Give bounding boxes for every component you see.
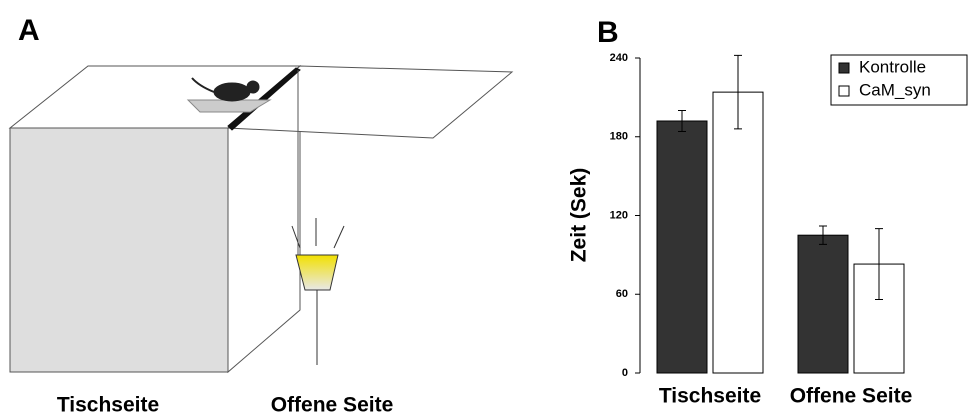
- panel-label: B: [597, 16, 619, 49]
- x-tick-label: Tischseite: [659, 385, 761, 408]
- bar: [797, 234, 849, 374]
- maze-diagram: [8, 64, 514, 374]
- error-bar: [678, 110, 686, 132]
- legend-label: CaM_syn: [859, 80, 931, 99]
- legend-label: Kontrolle: [859, 57, 926, 76]
- legend-box: [830, 54, 968, 106]
- legend-swatch: [838, 85, 850, 97]
- y-tick-label: 60: [616, 288, 628, 300]
- panel-label: A: [18, 14, 40, 47]
- y-tick-label: 120: [610, 209, 628, 221]
- y-tick-label: 240: [610, 52, 628, 64]
- x-tick-label: Offene Seite: [790, 385, 913, 408]
- bar: [656, 120, 708, 374]
- legend-swatch: [838, 62, 850, 74]
- diagram-label: Offene Seite: [271, 394, 394, 416]
- y-axis-label: Zeit (Sek): [568, 168, 591, 263]
- error-bar: [819, 225, 827, 245]
- y-tick-label: 180: [610, 131, 628, 143]
- diagram-label: Tischseite: [57, 394, 159, 416]
- y-tick-label: 0: [622, 367, 628, 379]
- bar: [712, 91, 764, 374]
- error-bar: [734, 54, 742, 130]
- error-bar: [875, 228, 883, 300]
